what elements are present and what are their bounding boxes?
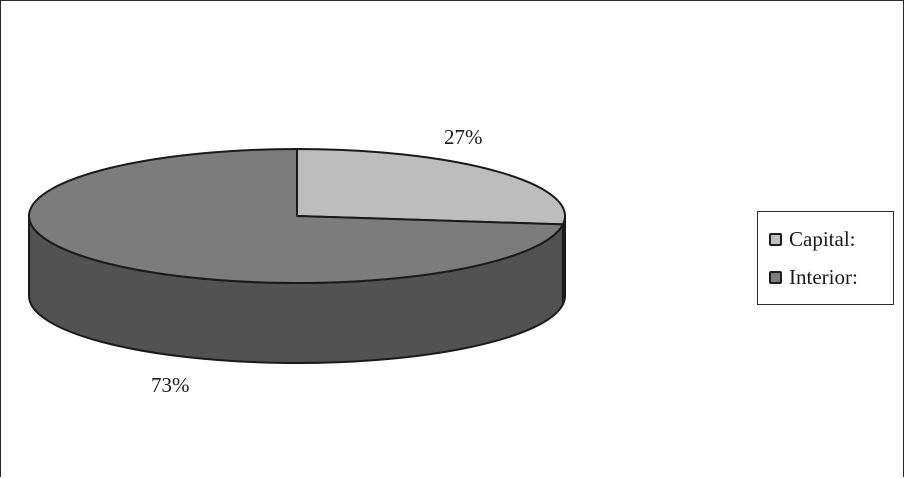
legend-item-capital: Capital: xyxy=(769,220,893,258)
data-labels: 27% 73% xyxy=(151,125,483,397)
legend-item-interior: Interior: xyxy=(769,258,893,296)
pie-slice-interior xyxy=(28,148,564,284)
legend-swatch-interior xyxy=(769,270,782,284)
legend-label-capital: Capital: xyxy=(789,226,856,251)
legend-swatch-capital xyxy=(769,232,782,246)
legend-label-interior: Interior: xyxy=(789,264,858,289)
data-label-interior: 73% xyxy=(151,373,190,397)
legend: Capital: Interior: xyxy=(757,211,894,305)
data-label-capital: 27% xyxy=(444,125,483,149)
pie-group xyxy=(28,148,566,364)
pie-slice-capital xyxy=(296,148,566,226)
